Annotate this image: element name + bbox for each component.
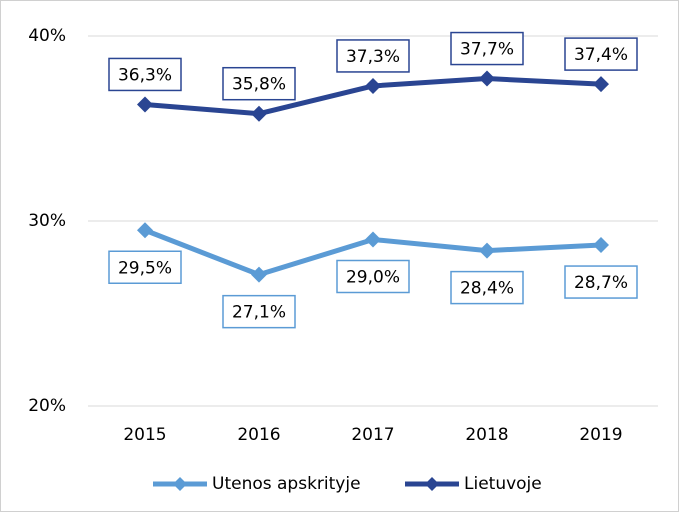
point-marker	[251, 105, 267, 122]
value-label-box	[222, 294, 296, 329]
value-label: 29,0%	[346, 268, 400, 288]
point-marker	[479, 70, 495, 87]
y-tick-label: 40%	[28, 26, 66, 46]
legend-label: Utenos apskrityje	[212, 474, 361, 494]
x-tick-label: 2017	[351, 425, 394, 445]
value-label: 37,3%	[346, 47, 400, 67]
value-label: 35,8%	[232, 75, 286, 95]
x-tick-label: 2019	[579, 425, 622, 445]
value-label-box	[108, 57, 182, 92]
value-label-box	[564, 37, 638, 71]
x-tick-label: 2016	[237, 425, 280, 445]
value-label: 28,7%	[574, 273, 628, 293]
point-marker	[137, 222, 153, 239]
value-label-box	[108, 250, 182, 284]
point-marker	[365, 77, 381, 94]
value-label: 27,1%	[232, 303, 286, 323]
value-label: 29,5%	[118, 258, 172, 278]
point-marker	[593, 76, 609, 93]
point-marker	[365, 231, 381, 248]
value-label: 37,7%	[460, 40, 514, 60]
value-label-box	[564, 265, 638, 299]
x-tick-label: 2018	[465, 425, 508, 445]
point-marker	[479, 242, 495, 259]
y-tick-label: 20%	[28, 396, 66, 416]
value-label: 28,4%	[460, 279, 514, 299]
value-label: 36,3%	[118, 65, 172, 85]
x-tick-label: 2015	[123, 425, 166, 445]
value-label-box	[336, 39, 410, 73]
legend-marker	[425, 477, 439, 491]
y-tick-label: 30%	[28, 211, 66, 231]
value-label: 37,4%	[574, 45, 628, 65]
value-label-box	[450, 270, 524, 305]
value-label-box	[222, 66, 296, 101]
point-marker	[137, 96, 153, 113]
legend-label: Lietuvoje	[464, 474, 542, 494]
legend-marker	[173, 477, 187, 491]
point-marker	[593, 237, 609, 254]
value-label-box	[450, 31, 524, 66]
point-marker	[251, 266, 267, 283]
value-label-box	[336, 259, 410, 294]
